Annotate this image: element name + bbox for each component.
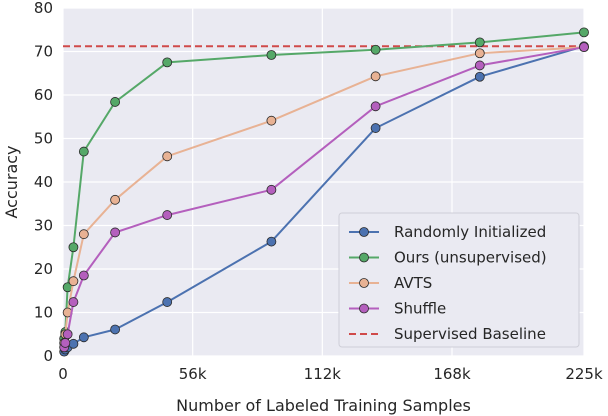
tick-labels: 0 56k 112k 168k 225k 0 10 20 30 40 50 60 70 80: [34, 0, 603, 383]
data-point: [68, 297, 79, 307]
data-point: [60, 338, 71, 348]
x-tick-label: 0: [58, 365, 68, 383]
legend-entry-shuffle: Shuffle: [349, 300, 446, 318]
data-point: [266, 184, 277, 195]
legend-entry-ours-unsupervised: Ours (unsupervised): [349, 249, 547, 267]
series-shuffle: [59, 42, 589, 353]
data-point: [62, 329, 73, 340]
data-point: [474, 48, 485, 59]
y-tick-label: 60: [34, 86, 53, 104]
data-point: [68, 338, 79, 349]
series-layer: [59, 27, 589, 357]
data-point: [162, 151, 173, 162]
legend-swatch-marker: [359, 252, 369, 263]
legend-label: Supervised Baseline: [394, 325, 546, 343]
y-tick-label: 40: [34, 173, 53, 191]
data-point: [110, 194, 120, 205]
legend-label: AVTS: [394, 274, 432, 292]
data-point: [110, 227, 120, 238]
data-point: [68, 276, 79, 287]
y-tick-label: 20: [34, 260, 53, 278]
x-tick-label: 168k: [433, 365, 471, 383]
y-tick-label: 70: [34, 43, 53, 61]
data-point: [266, 50, 277, 60]
y-tick-label: 30: [34, 217, 53, 235]
data-point: [474, 71, 485, 82]
y-tick-label: 80: [34, 0, 53, 17]
data-point: [78, 270, 89, 281]
y-tick-label: 50: [34, 130, 53, 148]
legend-label: Ours (unsupervised): [394, 249, 547, 267]
legend-entry-supervised-baseline: Supervised Baseline: [349, 325, 546, 343]
x-tick-label: 56k: [179, 365, 207, 383]
data-point: [78, 332, 89, 343]
y-tick-label: 10: [34, 304, 53, 322]
data-point: [68, 242, 79, 253]
data-point: [370, 123, 381, 133]
legend-label: Shuffle: [394, 300, 446, 318]
data-point: [370, 44, 381, 55]
data-point: [579, 27, 589, 38]
legend-label: Randomly Initialized: [394, 223, 546, 241]
data-point: [162, 210, 173, 220]
legend-entry-avts: AVTS: [349, 274, 432, 292]
legend-box: [338, 212, 580, 348]
data-point: [78, 229, 89, 240]
legend: Randomly Initialized Ours (unsupervised) A…: [338, 212, 580, 348]
legend-swatch-marker: [359, 278, 369, 288]
data-point: [474, 60, 485, 71]
y-axis-label: Accuracy: [2, 145, 21, 218]
data-point: [78, 146, 89, 157]
data-point: [110, 97, 120, 107]
data-point: [579, 42, 589, 53]
data-point: [474, 37, 485, 48]
data-point: [162, 297, 173, 307]
x-axis-label: Number of Labeled Training Samples: [176, 396, 471, 415]
legend-swatch-marker: [359, 227, 369, 237]
data-point: [370, 101, 381, 112]
grid: [62, 7, 585, 357]
data-point: [370, 71, 381, 82]
legend-swatch-marker: [359, 303, 369, 314]
data-point: [162, 57, 173, 68]
y-tick-label: 0: [43, 347, 53, 365]
data-point: [266, 115, 277, 126]
x-tick-label: 225k: [565, 365, 603, 383]
x-tick-label: 112k: [304, 365, 342, 383]
data-point: [110, 324, 120, 335]
data-point: [266, 236, 277, 247]
legend-entry-randomly-initialized: Randomly Initialized: [349, 223, 546, 241]
